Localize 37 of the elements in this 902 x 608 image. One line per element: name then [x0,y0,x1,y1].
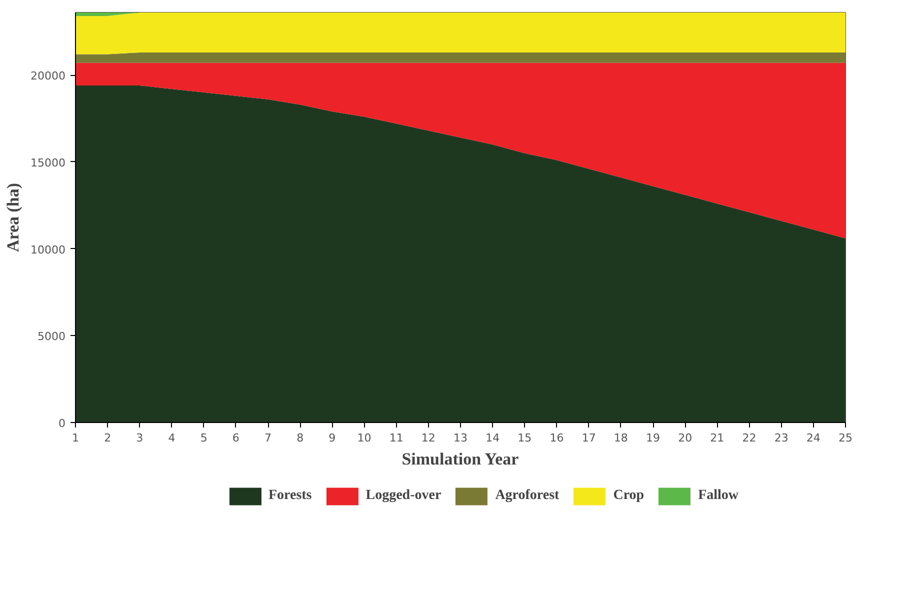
x-tick-label: 1 [72,432,79,444]
x-tick-label: 20 [678,432,692,444]
x-tick-label: 6 [232,432,240,444]
y-tick-label: 10000 [30,243,66,256]
x-tick-label: 21 [710,432,724,444]
x-tick-label: 16 [550,432,564,444]
x-tick-label: 2 [104,432,112,444]
y-tick-label: 5000 [38,330,66,344]
legend-label: Fallow [698,488,739,504]
x-tick-label: 25 [838,432,852,444]
x-tick-label: 10 [357,432,372,444]
x-tick-label: 19 [646,432,660,444]
x-tick-label: 11 [389,432,404,444]
x-tick-label: 3 [136,432,144,444]
x-tick-label: 24 [806,432,820,444]
x-tick-label: 22 [742,432,756,444]
legend-label: Forests [268,488,312,504]
x-tick-label: 4 [168,432,176,444]
x-axis-title: Simulation Year [402,450,520,468]
x-tick-label: 12 [421,432,436,444]
x-tick-label: 17 [582,432,596,444]
legend-label: Agroforest [495,488,560,504]
y-tick-label: 20000 [30,70,66,83]
x-tick-label: 5 [200,432,208,444]
x-tick-label: 14 [486,432,500,444]
y-axis-title: Area (ha) [4,182,23,252]
x-tick-label: 15 [518,432,532,444]
y-tick-label: 15000 [30,156,66,170]
x-tick-label: 13 [454,432,468,444]
x-tick-label: 23 [774,432,788,444]
x-tick-label: 8 [296,432,304,444]
x-tick-label: 7 [264,432,272,444]
legend-label: Logged-over [366,488,442,504]
y-tick-label: 0 [58,417,66,430]
x-tick-label: 18 [614,432,628,444]
x-tick-label: 9 [328,432,336,444]
legend-label: Crop [613,488,644,504]
